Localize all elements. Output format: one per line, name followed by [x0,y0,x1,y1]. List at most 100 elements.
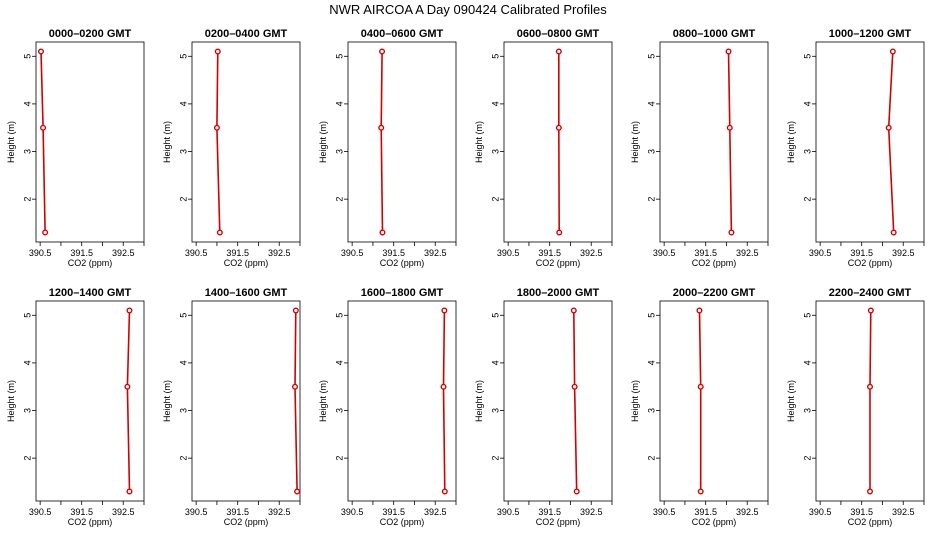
panel-title: 2000–2200 GMT [673,287,756,299]
y-tick-label: 4 [646,101,656,106]
data-point [571,383,578,390]
y-axis-label: Height (m) [6,121,16,163]
y-tick-label: 3 [334,408,344,413]
panel-title: 1600–1800 GMT [361,287,444,299]
panel-title: 0000–0200 GMT [49,28,132,40]
panel-title: 0800–1000 GMT [673,28,756,40]
data-point [441,488,448,495]
x-tick-label: 391.5 [70,248,93,258]
y-tick-label: 4 [334,360,344,365]
figure-title: NWR AIRCOA A Day 090424 Calibrated Profi… [329,2,607,17]
x-tick-label: 392.5 [268,248,291,258]
data-point [867,307,874,314]
chart-panel: 1000–1200 GMT 390.5 391.5 392.5 2 3 4 5 CO2 (ppm… [786,28,925,268]
data-point [556,229,563,236]
plot-frame [503,300,613,502]
plot-frame [347,41,457,243]
x-tick-label: 390.5 [29,248,52,258]
data-point [725,48,732,55]
profile-line [294,310,298,492]
y-axis-label: Height (m) [474,380,484,422]
chart-panel: 1600–1800 GMT 390.5 391.5 392.5 2 3 4 5 CO2 (ppm… [318,287,457,527]
plot-frame [815,300,925,502]
chart-panel: 0200–0400 GMT 390.5 391.5 392.5 2 3 4 5 CO2 (ppm… [162,28,301,268]
y-tick-label: 4 [490,101,500,106]
y-tick-label: 3 [646,149,656,154]
x-tick-label: 390.5 [653,248,676,258]
data-point [573,488,580,495]
x-tick-label: 391.5 [850,507,873,517]
data-point [126,307,133,314]
x-tick-label: 390.5 [185,248,208,258]
x-tick-label: 390.5 [29,507,52,517]
x-axis-label: CO2 (ppm) [68,517,113,527]
chart-panel: 0400–0600 GMT 390.5 391.5 392.5 2 3 4 5 CO2 (ppm… [318,28,457,268]
data-point [292,307,299,314]
y-tick-label: 4 [22,101,32,106]
y-tick-label: 4 [802,101,812,106]
x-tick-label: 392.5 [268,507,291,517]
x-tick-label: 391.5 [70,507,93,517]
x-axis-label: CO2 (ppm) [536,517,581,527]
data-point [440,383,447,390]
chart-panel: 2000–2200 GMT 390.5 391.5 392.5 2 3 4 5 CO2 (ppm… [630,287,769,527]
x-axis-label: CO2 (ppm) [536,258,581,268]
x-tick-label: 392.5 [892,507,915,517]
y-tick-label: 5 [802,313,812,318]
x-tick-label: 391.5 [226,248,249,258]
data-point [379,229,386,236]
data-point [889,48,896,55]
panel-title: 1200–1400 GMT [49,287,132,299]
panel-title: 0600–0800 GMT [517,28,600,40]
y-tick-label: 5 [490,54,500,59]
y-tick-label: 3 [802,149,812,154]
data-point [37,48,44,55]
plot-frame [347,300,457,502]
data-point [726,124,733,131]
chart-panel: 1800–2000 GMT 390.5 391.5 392.5 2 3 4 5 CO2 (ppm… [474,287,613,527]
y-tick-label: 5 [802,54,812,59]
data-point [42,229,49,236]
y-tick-label: 5 [22,313,32,318]
x-tick-label: 392.5 [424,507,447,517]
y-axis-label: Height (m) [318,380,328,422]
chart-panel: 2200–2400 GMT 390.5 391.5 392.5 2 3 4 5 CO2 (ppm… [786,287,925,527]
y-tick-label: 3 [178,149,188,154]
x-axis-label: CO2 (ppm) [380,258,425,268]
y-axis-label: Height (m) [162,380,172,422]
data-point [570,307,577,314]
x-tick-label: 391.5 [382,248,405,258]
data-point [40,124,47,131]
y-tick-label: 4 [334,101,344,106]
data-point [214,48,221,55]
y-tick-label: 2 [334,456,344,461]
x-axis-label: CO2 (ppm) [692,258,737,268]
y-tick-label: 3 [22,149,32,154]
data-point [728,229,735,236]
y-tick-label: 5 [178,54,188,59]
plot-frame [815,41,925,243]
profile-line [573,310,578,492]
x-axis-label: CO2 (ppm) [224,517,269,527]
x-tick-label: 392.5 [736,507,759,517]
plot-frame [503,41,613,243]
y-tick-label: 5 [646,54,656,59]
y-tick-label: 2 [178,197,188,202]
y-tick-label: 2 [22,456,32,461]
plot-frame [191,300,301,502]
data-point [555,48,562,55]
panel-grid: 0000–0200 GMT 390.5 391.5 392.5 2 3 4 5 CO2 (ppm… [6,28,925,527]
panel-title: 1800–2000 GMT [517,287,600,299]
y-tick-label: 2 [334,197,344,202]
y-tick-label: 5 [334,54,344,59]
y-tick-label: 2 [646,197,656,202]
data-point [378,124,385,131]
data-point [697,488,704,495]
y-tick-label: 2 [646,456,656,461]
x-tick-label: 392.5 [112,507,135,517]
data-point [555,124,562,131]
panel-title: 0200–0400 GMT [205,28,288,40]
profile-line [126,310,131,492]
y-tick-label: 5 [646,313,656,318]
